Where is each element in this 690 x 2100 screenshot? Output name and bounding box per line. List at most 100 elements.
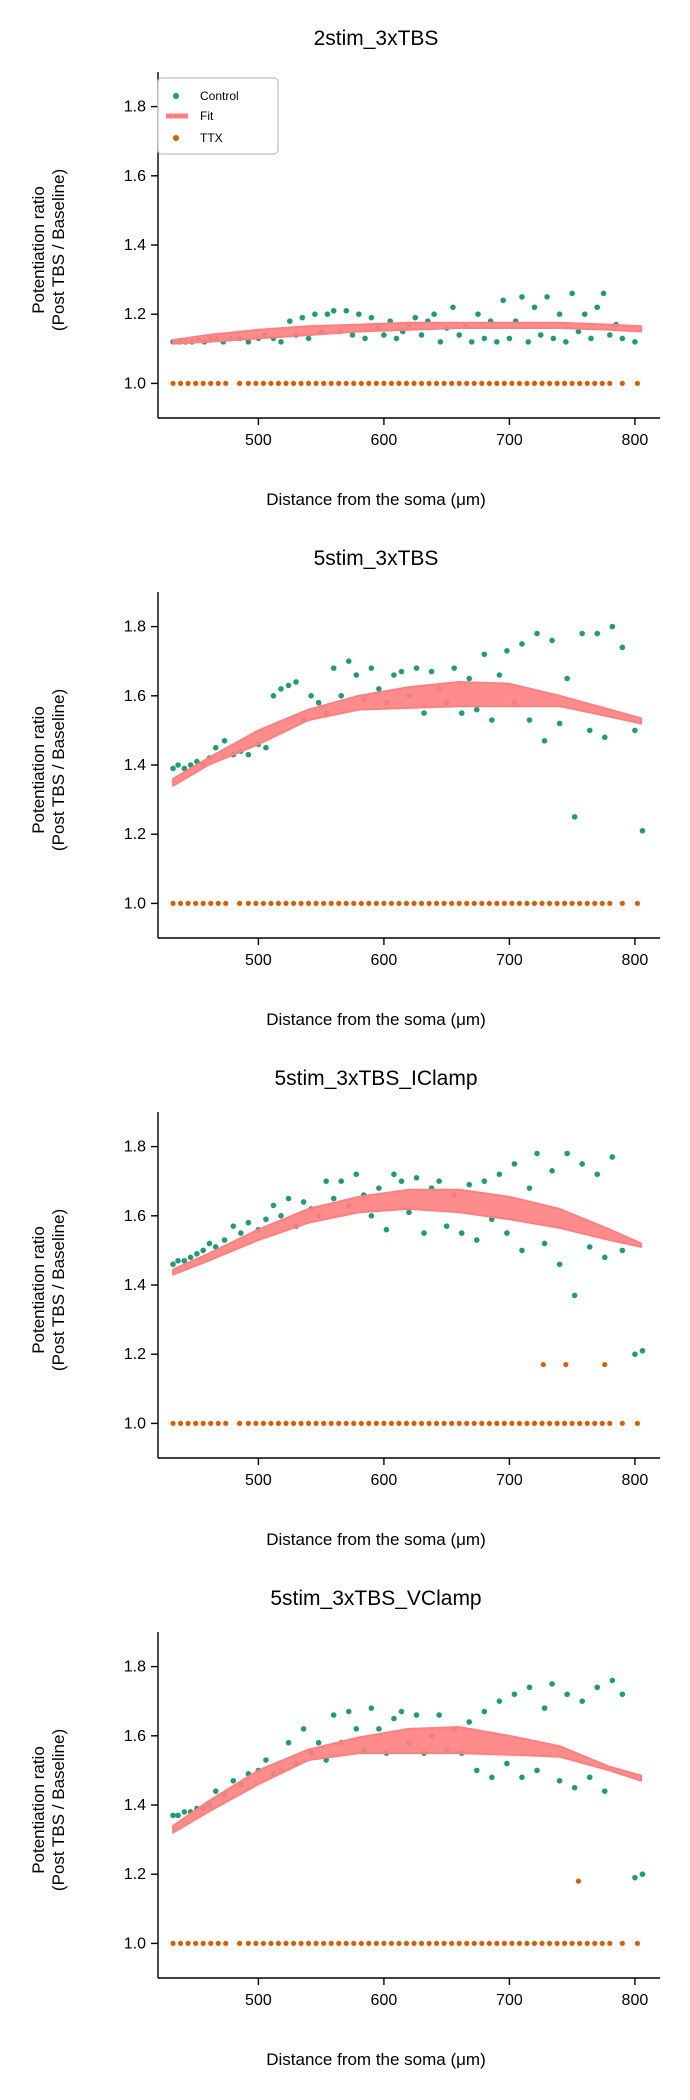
control-point bbox=[609, 623, 616, 630]
control-point bbox=[200, 1247, 206, 1254]
control-point bbox=[534, 1767, 540, 1774]
ttx-point bbox=[200, 900, 206, 906]
ttx-point bbox=[373, 380, 379, 386]
x-tick-label: 800 bbox=[622, 1992, 649, 2009]
control-point bbox=[376, 686, 382, 692]
y-tick-label: 1.0 bbox=[124, 1935, 146, 1952]
plot-area: 1.0 1.2 1.4 1.6 1.8 500 600 700 800 bbox=[124, 1112, 660, 1489]
control-point bbox=[549, 1168, 555, 1174]
y-tick-label: 1.8 bbox=[124, 1659, 146, 1676]
ttx-point bbox=[584, 1420, 590, 1426]
ttx-point bbox=[306, 380, 312, 386]
control-point bbox=[466, 1719, 473, 1725]
x-tick-label: 800 bbox=[622, 1472, 649, 1489]
ttx-point bbox=[290, 1940, 297, 1946]
ttx-point bbox=[283, 1940, 289, 1946]
ttx-point bbox=[607, 380, 613, 386]
fit-band bbox=[172, 1188, 643, 1276]
ttx-point bbox=[290, 1420, 297, 1426]
ttx-point bbox=[373, 1940, 379, 1946]
control-point bbox=[181, 765, 188, 772]
control-point bbox=[245, 339, 252, 345]
x-tick-label: 600 bbox=[371, 432, 398, 449]
ttx-point bbox=[351, 900, 357, 906]
ttx-point bbox=[351, 380, 357, 386]
ttx-point bbox=[494, 1420, 500, 1426]
plot-area: 1.0 1.2 1.4 1.6 1.8 500 600 700 800 bbox=[124, 72, 660, 449]
control-point bbox=[428, 668, 435, 675]
ttx-point bbox=[223, 900, 229, 906]
control-point bbox=[376, 1726, 382, 1732]
ttx-point bbox=[456, 380, 462, 386]
legend-box bbox=[157, 77, 279, 155]
control-point bbox=[519, 294, 525, 300]
ttx-point bbox=[449, 1940, 455, 1946]
ttx-point bbox=[619, 380, 625, 386]
ttx-point bbox=[569, 1420, 575, 1426]
ttx-point bbox=[177, 1940, 184, 1946]
control-point bbox=[300, 1726, 307, 1732]
control-point bbox=[270, 1202, 277, 1209]
x-tick-label: 700 bbox=[496, 1992, 523, 2009]
control-point bbox=[571, 814, 578, 820]
ttx-point bbox=[177, 900, 184, 906]
y-tick-label: 1.4 bbox=[124, 237, 146, 254]
ttx-point bbox=[236, 1420, 243, 1426]
ttx-point bbox=[509, 1940, 515, 1946]
ttx-point bbox=[441, 1420, 447, 1426]
x-tick-label: 600 bbox=[371, 1992, 398, 2009]
control-point bbox=[376, 1185, 382, 1191]
x-tick-label: 600 bbox=[371, 1472, 398, 1489]
x-tick-label: 700 bbox=[496, 1472, 523, 1489]
control-point bbox=[526, 1684, 533, 1691]
ttx-point bbox=[494, 1940, 500, 1946]
ttx-point bbox=[634, 1940, 641, 1946]
ttx-point bbox=[358, 1420, 364, 1426]
y-tick-label: 1.8 bbox=[124, 1139, 146, 1156]
ttx-point bbox=[290, 380, 297, 386]
control-point bbox=[594, 1171, 601, 1178]
control-point bbox=[550, 335, 557, 342]
ttx-point bbox=[607, 900, 613, 906]
control-point bbox=[353, 672, 360, 678]
ttx-point bbox=[599, 1420, 605, 1426]
control-point bbox=[579, 1161, 585, 1167]
ttx-point bbox=[569, 1940, 575, 1946]
control-point bbox=[556, 311, 563, 318]
control-point bbox=[511, 1691, 518, 1698]
ttx-point bbox=[434, 380, 440, 386]
ttx-point bbox=[562, 1940, 568, 1946]
control-point bbox=[496, 1698, 503, 1704]
ttx-point bbox=[418, 380, 425, 386]
ttx-point bbox=[634, 380, 641, 386]
ttx-point bbox=[313, 1940, 319, 1946]
ttx-point bbox=[471, 380, 477, 386]
control-point bbox=[473, 1767, 480, 1774]
ttx-point bbox=[321, 900, 327, 906]
ttx-point bbox=[328, 380, 334, 386]
ttx-point bbox=[464, 1940, 470, 1946]
ttx-point bbox=[486, 1420, 492, 1426]
ttx-point bbox=[358, 1940, 364, 1946]
ttx-point bbox=[283, 900, 289, 906]
control-point bbox=[639, 827, 646, 834]
chart-title: 5stim_3xTBS bbox=[314, 547, 439, 570]
ttx-point bbox=[479, 900, 485, 906]
legend-label-control: Control bbox=[200, 89, 239, 103]
y-axis-label-line2: (Post TBS / Baseline) bbox=[49, 169, 68, 331]
chart-title: 2stim_3xTBS bbox=[314, 27, 439, 50]
control-point bbox=[639, 1347, 646, 1354]
ttx-point bbox=[170, 380, 176, 386]
ttx-point bbox=[236, 1940, 243, 1946]
ttx-point bbox=[464, 1420, 470, 1426]
control-point bbox=[619, 1247, 626, 1254]
control-point bbox=[270, 693, 277, 699]
ttx-point bbox=[562, 900, 568, 906]
control-point bbox=[393, 335, 400, 342]
ttx-point bbox=[539, 1940, 545, 1946]
ttx-point bbox=[275, 1940, 282, 1946]
ttx-point bbox=[607, 1940, 613, 1946]
control-point bbox=[391, 672, 397, 678]
control-point bbox=[481, 1178, 488, 1184]
